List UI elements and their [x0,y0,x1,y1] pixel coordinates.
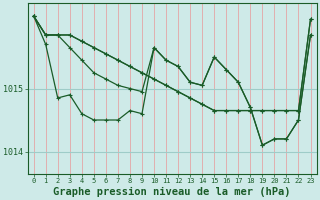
X-axis label: Graphe pression niveau de la mer (hPa): Graphe pression niveau de la mer (hPa) [53,186,291,197]
